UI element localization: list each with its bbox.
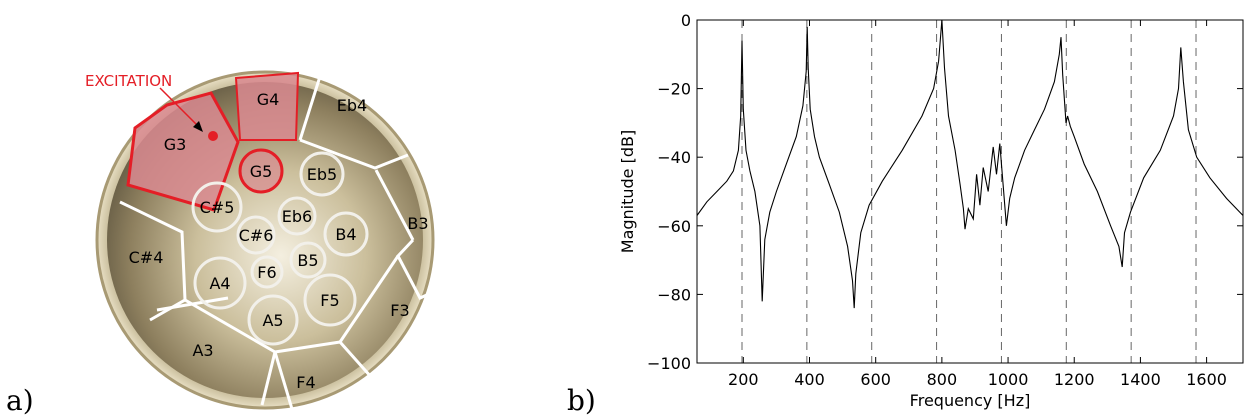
panel-label-b: b): [567, 384, 596, 417]
note-label: C#5: [200, 198, 235, 217]
y-tick-label: 0: [681, 11, 691, 30]
y-axis-label: Magnitude [dB]: [618, 130, 637, 253]
x-axis-ticks: 200 400 600 800 1000 1200 1400 1600: [728, 20, 1227, 389]
note-label: F3: [390, 301, 409, 320]
excitation-arrow-line: [159, 87, 201, 129]
note-label: Eb6: [282, 207, 312, 226]
y-tick-label: −60: [657, 217, 691, 236]
y-tick-label: −20: [657, 80, 691, 99]
note-region-g5: [238, 148, 284, 194]
excitation-label: EXCITATION: [85, 72, 172, 90]
note-boundaries: [119, 69, 448, 410]
note-label: Eb5: [307, 165, 337, 184]
note-region-g4: [234, 71, 300, 141]
note-label: C#4: [129, 248, 164, 267]
inner-note-circles: [191, 151, 369, 346]
y-tick-label: −100: [647, 354, 691, 373]
steelpan-diagram: G3 G4 Eb4 B3 F3 F4 A3 C#4 G5 Eb5 C#5 Eb6…: [85, 69, 448, 410]
harmonic-dashed-lines: [741, 20, 1197, 363]
note-label: G4: [257, 90, 280, 109]
note-label: F4: [296, 373, 315, 392]
x-tick-label: 1000: [988, 370, 1029, 389]
note-label: C#6: [239, 226, 274, 245]
x-axis-label: Frequency [Hz]: [910, 391, 1031, 410]
x-tick-label: 1400: [1120, 370, 1161, 389]
note-label: A5: [262, 311, 283, 330]
plot-frame: [696, 19, 1244, 364]
excitation-point: [208, 131, 218, 141]
note-label: F6: [257, 263, 276, 282]
note-label: B4: [335, 225, 356, 244]
x-tick-label: 600: [860, 370, 891, 389]
y-tick-label: −40: [657, 148, 691, 167]
panel-label-a: a): [6, 384, 34, 417]
note-label: G5: [250, 162, 273, 181]
note-label: B5: [297, 251, 318, 270]
note-label: G3: [164, 135, 187, 154]
x-tick-label: 1600: [1186, 370, 1227, 389]
magnitude-series-line: [696, 19, 1244, 309]
note-label: Eb4: [337, 96, 367, 115]
x-tick-label: 400: [794, 370, 825, 389]
y-axis-ticks: 0 −20 −40 −60 −80 −100: [647, 11, 1243, 373]
x-tick-label: 800: [927, 370, 958, 389]
note-label: A3: [192, 341, 213, 360]
note-label: B3: [407, 214, 428, 233]
x-tick-label: 1200: [1054, 370, 1095, 389]
excitation-arrow-head: [193, 121, 203, 132]
note-label: A4: [209, 274, 230, 293]
note-label: F5: [320, 291, 339, 310]
x-tick-label: 200: [728, 370, 759, 389]
y-tick-label: −80: [657, 285, 691, 304]
note-region-g3: [126, 91, 240, 212]
